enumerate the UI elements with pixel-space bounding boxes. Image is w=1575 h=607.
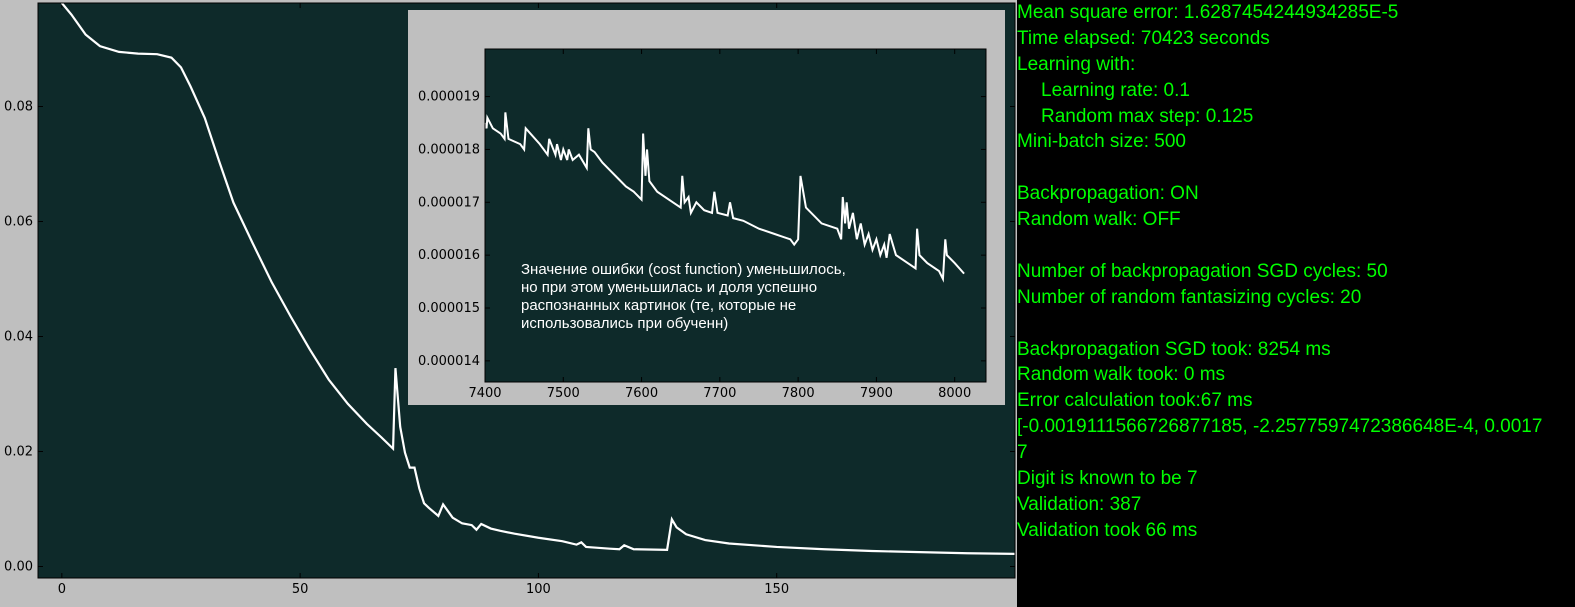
annotation-line: использовались при обученн) — [521, 315, 728, 332]
inset-axis-ticks: 7400 7500 7600 7700 7800 7900 8000 0.000014 0.00… — [418, 49, 986, 401]
console-line: Error calculation took:67 ms — [1017, 390, 1253, 412]
console-line: [-0.0019111566726877185, -2.257759747238… — [1017, 416, 1543, 438]
console-line: Digit is known to be 7 — [1017, 468, 1198, 490]
inset-x-tick-label: 7600 — [625, 386, 658, 401]
console-line: Validation: 387 — [1017, 493, 1142, 515]
console-line: Random max step: 0.125 — [1041, 105, 1254, 127]
inset-x-tick-label: 7900 — [860, 386, 893, 401]
main-x-tick-label: 0 — [58, 582, 66, 597]
main-x-tick-label: 150 — [764, 582, 789, 597]
console-line: Number of random fantasizing cycles: 20 — [1017, 286, 1362, 308]
inset-x-tick-label: 7500 — [547, 386, 580, 401]
console-line — [1017, 155, 1575, 181]
inset-y-tick-label: 0.000015 — [418, 301, 480, 316]
console-line — [1017, 311, 1575, 337]
inset-y-tick-label: 0.000018 — [418, 142, 480, 157]
console-line — [1017, 233, 1575, 259]
console-line: Number of backpropagation SGD cycles: 50 — [1017, 260, 1388, 282]
main-y-tick-label: 0.06 — [4, 215, 33, 230]
inset-y-tick-label: 0.000019 — [418, 90, 480, 105]
inset-plot-area — [485, 49, 986, 382]
inset-x-tick-label: 8000 — [938, 386, 971, 401]
inset-error-line — [484, 112, 965, 283]
annotation-line: но при этом уменьшилась и доля успешно — [521, 279, 817, 296]
console-line: Backpropagation: ON — [1017, 183, 1199, 205]
annotation-line: Значение ошибки (cost function) уменьшил… — [521, 261, 846, 278]
console-line: Random walk took: 0 ms — [1017, 364, 1226, 386]
console-line: Mean square error: 1.6287454244934285E-5 — [1017, 2, 1399, 23]
inset-x-tick-label: 7400 — [468, 386, 501, 401]
console-line: Learning rate: 0.1 — [1041, 79, 1190, 101]
main-y-tick-label: 0.02 — [4, 445, 33, 460]
inset-y-tick-label: 0.000014 — [418, 354, 480, 369]
main-y-tick-label: 0.00 — [4, 560, 33, 575]
inset-error-chart: 7400 7500 7600 7700 7800 7900 8000 0.000014 0.00… — [408, 10, 1005, 405]
inset-annotation: Значение ошибки (cost function) уменьшил… — [521, 261, 846, 332]
training-console: Mean square error: 1.6287454244934285E-5… — [1017, 0, 1575, 607]
console-line: Mini-batch size: 500 — [1017, 131, 1186, 153]
console-line: 7 — [1017, 442, 1028, 464]
console-line: Time elapsed: 70423 seconds — [1017, 27, 1270, 49]
inset-x-tick-label: 7700 — [703, 386, 736, 401]
inset-x-tick-label: 7800 — [782, 386, 815, 401]
console-line: Learning with: — [1017, 53, 1136, 75]
annotation-line: распознанных картинок (те, которые не — [521, 297, 796, 314]
main-y-tick-label: 0.08 — [4, 100, 33, 115]
console-line: Validation took 66 ms — [1017, 519, 1198, 541]
console-line: Backpropagation SGD took: 8254 ms — [1017, 338, 1331, 360]
main-axis-ticks: 0 50 100 150 0.00 0.02 0.04 0.06 0.08 — [4, 3, 1015, 597]
main-x-tick-label: 100 — [526, 582, 551, 597]
main-error-line — [60, 3, 1015, 555]
main-y-tick-label: 0.04 — [4, 330, 33, 345]
inset-y-tick-label: 0.000016 — [418, 248, 480, 263]
inset-y-tick-label: 0.000017 — [418, 195, 480, 210]
main-x-tick-label: 50 — [292, 582, 309, 597]
console-line: Random walk: OFF — [1017, 209, 1181, 231]
